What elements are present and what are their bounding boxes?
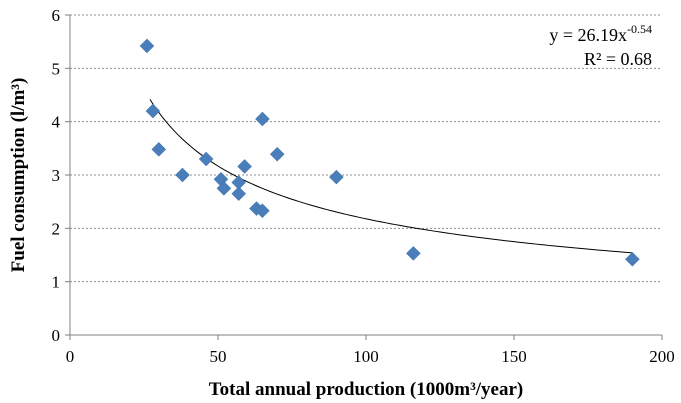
data-point-12 [255,111,270,127]
axes [65,14,663,340]
x-tick-label-4: 200 [649,347,675,366]
data-point-8 [231,186,247,202]
y-tick-label-6: 6 [52,6,61,25]
data-point-11 [255,203,270,219]
x-tick-label-3: 150 [501,347,527,366]
x-axis-title: Total annual production (1000m³/year) [209,379,523,400]
data-point-0 [139,38,155,54]
trendline-equation: y = 26.19x-0.54 [549,22,652,45]
y-tick-label-4: 4 [52,113,61,132]
data-point-15 [406,246,421,261]
equation-exponent: -0.54 [627,22,652,36]
y-tick-label-3: 3 [52,166,61,185]
data-point-1 [145,103,161,119]
data-point-3 [175,167,190,183]
x-tick-label-1: 50 [210,347,227,366]
tick-labels: 0 1 2 3 4 5 6 0 50 100 150 200 [52,6,675,366]
y-tick-label-0: 0 [52,326,61,345]
data-point-14 [329,169,344,185]
y-tick-label-2: 2 [52,219,61,238]
data-point-6 [216,180,232,196]
x-tick-label-0: 0 [66,347,75,366]
data-point-13 [269,146,285,162]
r-squared-label: R² = 0.68 [584,49,652,69]
data-point-16 [625,251,640,267]
data-points [139,38,640,267]
x-tick-label-2: 100 [353,347,379,366]
data-point-2 [151,142,167,157]
data-point-9 [237,159,252,174]
equation-base: y = 26.19x [549,25,627,45]
y-tick-label-5: 5 [52,59,61,78]
y-axis-title: Fuel consumption (l/m³) [8,78,29,273]
data-point-4 [198,151,214,167]
y-tick-label-1: 1 [52,273,61,292]
grid-lines [70,14,662,283]
power-trendline [149,99,633,254]
